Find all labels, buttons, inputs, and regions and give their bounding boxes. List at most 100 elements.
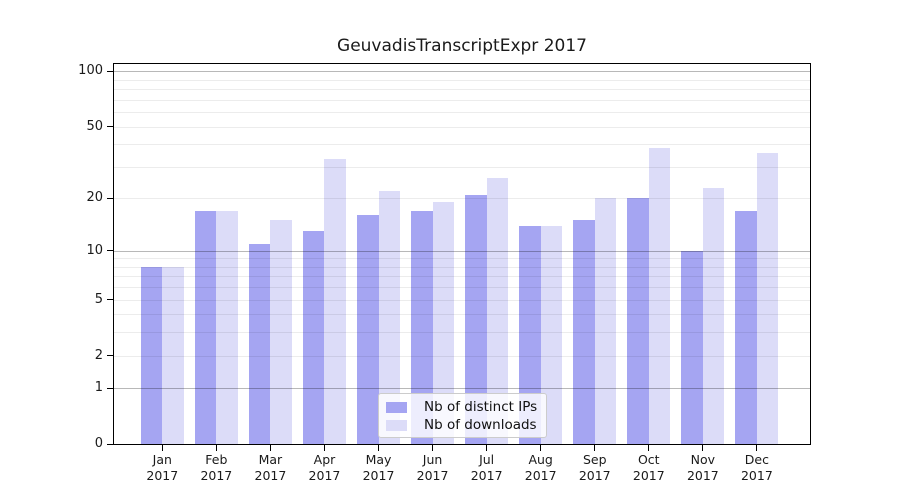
gridline-80: [114, 89, 810, 91]
x-tick-label-oct: Oct 2017: [621, 452, 677, 484]
bar-distinct-ips-jun: [410, 210, 433, 445]
x-tick-label-nov: Nov 2017: [675, 452, 731, 484]
x-label-year: 2017: [470, 468, 503, 483]
y-tick-label-5: 5: [94, 291, 103, 307]
x-label-month: Jun: [422, 452, 443, 467]
x-label-year: 2017: [254, 468, 287, 483]
x-tick-label-jul: Jul 2017: [459, 452, 515, 484]
gridline-4: [114, 314, 810, 316]
gridline-30: [114, 166, 810, 168]
x-label-month: Aug: [528, 452, 553, 467]
bar-distinct-ips-apr: [302, 231, 325, 445]
x-label-month: Feb: [205, 452, 228, 467]
gridline-60: [114, 112, 810, 114]
legend-item-distinct-ips: Nb of distinct IPs: [386, 399, 538, 415]
gridline-2: [114, 355, 810, 357]
bar-distinct-ips-dec: [735, 210, 757, 445]
gridline-6: [114, 287, 810, 289]
bar-downloads-sep: [594, 198, 617, 445]
bar-downloads-dec: [756, 152, 779, 445]
x-label-year: 2017: [416, 468, 449, 483]
x-tick-dec: [756, 445, 758, 451]
y-tick-label-0: 0: [94, 436, 103, 452]
x-label-month: Jul: [479, 452, 495, 467]
bar-distinct-ips-may: [356, 215, 379, 445]
bar-distinct-ips-jan: [140, 266, 163, 445]
gridline-3: [114, 332, 810, 334]
bar-downloads-jun: [432, 202, 455, 445]
chart-title: GeuvadisTranscriptExpr 2017: [337, 36, 587, 56]
x-tick-label-aug: Aug 2017: [513, 452, 569, 484]
legend-item-downloads: Nb of downloads: [386, 417, 538, 433]
x-label-month: Apr: [313, 452, 336, 467]
gridline-90: [114, 79, 810, 81]
x-label-month: Mar: [258, 452, 283, 467]
x-label-month: Dec: [744, 452, 769, 467]
x-tick-oct: [648, 445, 650, 451]
y-tick-20: [107, 197, 113, 199]
bar-distinct-ips-jul: [465, 194, 487, 445]
x-tick-label-feb: Feb 2017: [188, 452, 244, 484]
bar-downloads-feb: [216, 210, 238, 445]
x-tick-jul: [486, 445, 488, 451]
x-label-month: Sep: [582, 452, 607, 467]
x-label-year: 2017: [200, 468, 233, 483]
bar-distinct-ips-oct: [627, 198, 649, 445]
bar-distinct-ips-feb: [194, 210, 217, 445]
y-tick-50: [107, 126, 113, 128]
y-tick-0: [107, 443, 113, 445]
y-tick-label-1: 1: [94, 380, 103, 396]
x-label-month: Jan: [152, 452, 172, 467]
gridline-40: [114, 144, 810, 146]
gridline-8: [114, 266, 810, 268]
bar-downloads-mar: [270, 220, 292, 445]
x-tick-label-sep: Sep 2017: [567, 452, 623, 484]
x-label-year: 2017: [740, 468, 773, 483]
y-tick-10: [107, 250, 113, 252]
x-tick-label-jan: Jan 2017: [134, 452, 190, 484]
x-label-year: 2017: [632, 468, 665, 483]
x-label-year: 2017: [146, 468, 179, 483]
y-tick-2: [107, 354, 113, 357]
bar-downloads-may: [378, 191, 401, 445]
x-label-year: 2017: [362, 468, 395, 483]
bar-downloads-apr: [324, 159, 347, 445]
gridline-7: [114, 276, 810, 278]
legend: Nb of distinct IPs Nb of downloads: [378, 393, 547, 438]
y-tick-label-20: 20: [86, 190, 103, 206]
x-tick-aug: [540, 445, 542, 451]
x-tick-jan: [161, 445, 163, 451]
x-label-month: May: [365, 452, 392, 467]
legend-label-downloads: Nb of downloads: [424, 417, 537, 433]
gridline-1: [114, 388, 810, 390]
bar-downloads-nov: [702, 187, 725, 445]
bar-distinct-ips-mar: [248, 243, 271, 445]
gridline-9: [114, 258, 810, 260]
y-tick-1: [107, 387, 113, 389]
x-tick-may: [377, 445, 380, 451]
gridline-70: [114, 99, 810, 101]
bar-downloads-oct: [648, 148, 671, 445]
x-tick-sep: [594, 445, 596, 451]
y-tick-label-10: 10: [86, 242, 103, 258]
gridline-100: [114, 71, 810, 73]
x-tick-mar: [269, 445, 271, 451]
y-tick-label-50: 50: [86, 118, 103, 134]
x-label-month: Nov: [690, 452, 716, 467]
legend-label-distinct-ips: Nb of distinct IPs: [424, 399, 538, 415]
x-label-year: 2017: [524, 468, 557, 483]
x-label-year: 2017: [578, 468, 611, 483]
legend-swatch-downloads: [386, 419, 407, 431]
x-tick-label-jun: Jun 2017: [405, 452, 461, 484]
y-tick-label-2: 2: [94, 347, 103, 363]
gridline-10: [114, 250, 810, 252]
x-tick-label-dec: Dec 2017: [729, 452, 785, 484]
y-tick-5: [107, 298, 113, 301]
x-tick-nov: [702, 445, 704, 451]
legend-swatch-distinct-ips: [386, 401, 407, 413]
gridline-20: [114, 198, 810, 200]
x-label-month: Oct: [637, 452, 660, 467]
bar-downloads-jul: [486, 178, 509, 445]
x-tick-label-may: May 2017: [351, 452, 407, 484]
